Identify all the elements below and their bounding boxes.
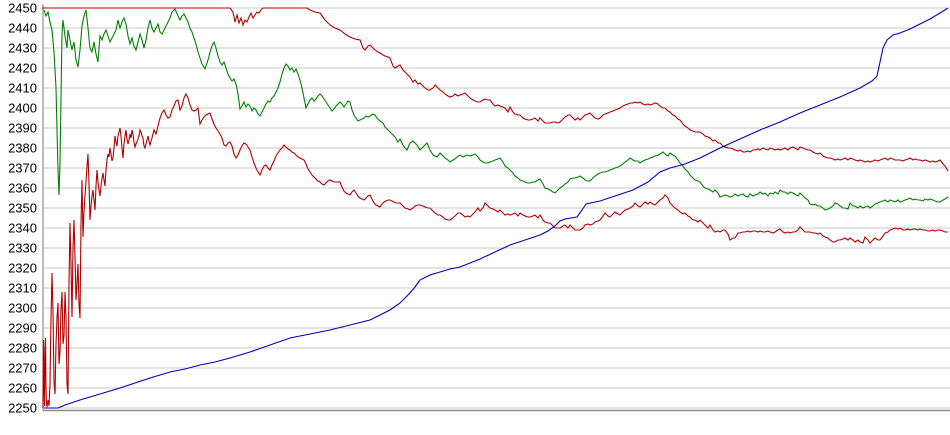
y-tick-label: 2430 xyxy=(8,41,37,56)
y-tick-label: 2390 xyxy=(8,121,37,136)
series-upper-red-line xyxy=(42,7,949,172)
series-blue-line xyxy=(44,7,949,409)
y-tick-label: 2250 xyxy=(8,401,37,416)
y-tick-label: 2380 xyxy=(8,141,37,156)
y-tick-label: 2370 xyxy=(8,161,37,176)
y-tick-label: 2410 xyxy=(8,81,37,96)
y-tick-label: 2350 xyxy=(8,201,37,216)
series-lower-red-line xyxy=(42,92,948,409)
y-tick-label: 2420 xyxy=(8,61,37,76)
y-tick-label: 2340 xyxy=(8,221,37,236)
y-tick-label: 2440 xyxy=(8,21,37,36)
series-green-line xyxy=(43,8,949,211)
y-tick-label: 2270 xyxy=(8,361,37,376)
y-tick-label: 2260 xyxy=(8,381,37,396)
y-tick-label: 2450 xyxy=(8,1,37,16)
y-tick-label: 2310 xyxy=(8,281,37,296)
y-tick-label: 2330 xyxy=(8,241,37,256)
y-tick-label: 2360 xyxy=(8,181,37,196)
y-tick-label: 2290 xyxy=(8,321,37,336)
y-tick-label: 2280 xyxy=(8,341,37,356)
y-tick-label: 2300 xyxy=(8,301,37,316)
y-tick-label: 2320 xyxy=(8,261,37,276)
y-tick-label: 2400 xyxy=(8,101,37,116)
